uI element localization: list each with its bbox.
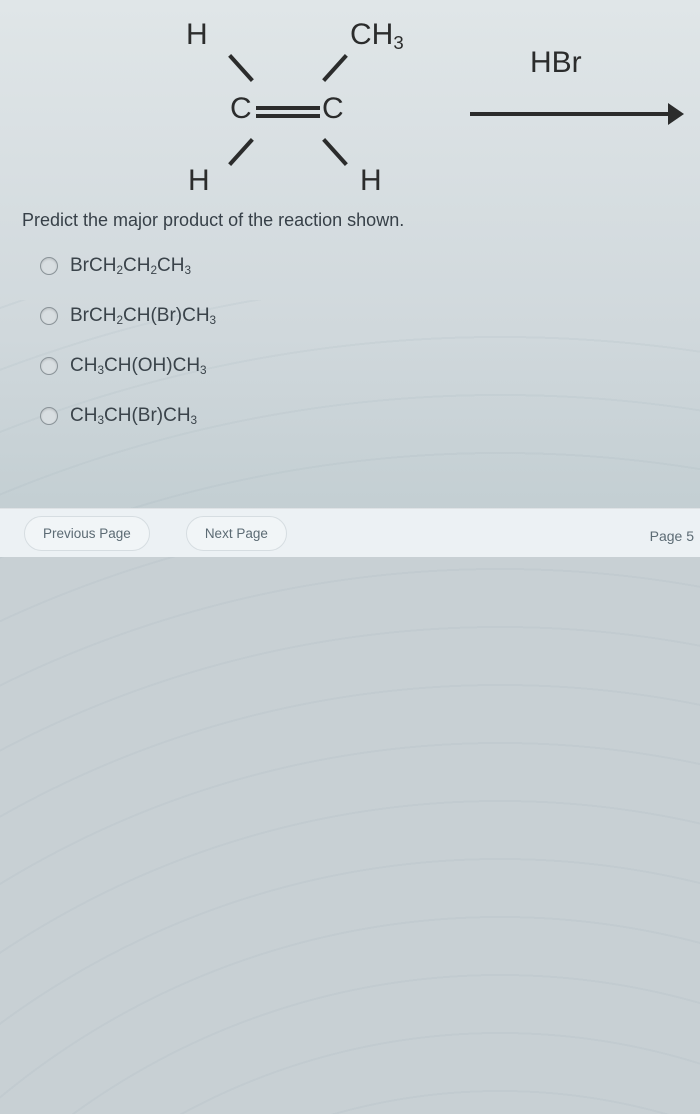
next-page-button[interactable]: Next Page bbox=[186, 516, 287, 551]
radio-icon[interactable] bbox=[40, 407, 58, 425]
radio-icon[interactable] bbox=[40, 357, 58, 375]
option-formula: CH3CH(OH)CH3 bbox=[70, 355, 207, 377]
atom-CH3: CH3 bbox=[350, 20, 404, 52]
reaction-structure: H CH3 C C H H bbox=[160, 8, 420, 198]
nav-bar: Previous Page Next Page bbox=[0, 508, 700, 557]
reagent-label: HBr bbox=[530, 46, 582, 80]
page-indicator: Page 5 bbox=[650, 528, 694, 544]
option-row[interactable]: BrCH2CH2CH3 bbox=[40, 255, 216, 277]
arrow-line bbox=[470, 112, 670, 116]
atom-CH3-base: CH bbox=[350, 18, 393, 51]
atom-C-right: C bbox=[322, 94, 344, 124]
double-bond-line bbox=[256, 114, 320, 118]
option-row[interactable]: CH3CH(Br)CH3 bbox=[40, 405, 216, 427]
single-bond bbox=[322, 54, 348, 82]
single-bond bbox=[228, 54, 254, 82]
option-formula: BrCH2CH2CH3 bbox=[70, 255, 191, 277]
atom-H-bottom-left: H bbox=[188, 166, 210, 196]
previous-page-button[interactable]: Previous Page bbox=[24, 516, 150, 551]
atom-C-left: C bbox=[230, 94, 252, 124]
arrow-head-icon bbox=[668, 103, 684, 125]
atom-CH3-sub: 3 bbox=[393, 32, 403, 53]
radio-icon[interactable] bbox=[40, 307, 58, 325]
atom-H-bottom-right: H bbox=[360, 166, 382, 196]
option-row[interactable]: BrCH2CH(Br)CH3 bbox=[40, 305, 216, 327]
question-prompt: Predict the major product of the reactio… bbox=[22, 210, 404, 231]
atom-H-top: H bbox=[186, 20, 208, 50]
option-formula: CH3CH(Br)CH3 bbox=[70, 405, 197, 427]
double-bond-line bbox=[256, 106, 320, 110]
option-row[interactable]: CH3CH(OH)CH3 bbox=[40, 355, 216, 377]
option-formula: BrCH2CH(Br)CH3 bbox=[70, 305, 216, 327]
answer-options: BrCH2CH2CH3 BrCH2CH(Br)CH3 CH3CH(OH)CH3 … bbox=[40, 255, 216, 427]
single-bond bbox=[322, 138, 348, 166]
radio-icon[interactable] bbox=[40, 257, 58, 275]
single-bond bbox=[228, 138, 254, 166]
